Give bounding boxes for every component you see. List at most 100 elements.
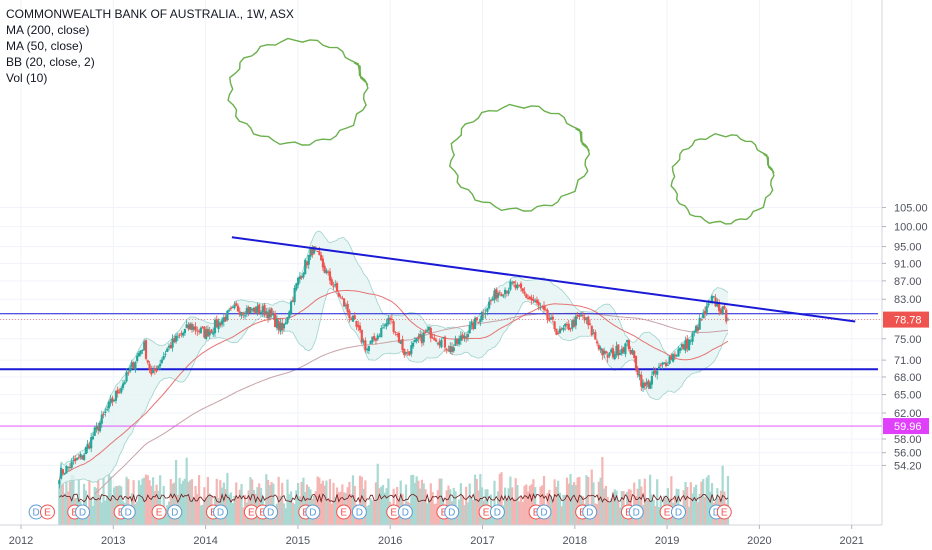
candle-body xyxy=(65,465,68,474)
event-badge-circle xyxy=(167,504,183,520)
candle-body xyxy=(544,309,547,311)
volume-bar xyxy=(206,477,210,525)
legend-study-ma200[interactable]: MA (200, close) xyxy=(6,23,90,37)
candle-body xyxy=(410,345,413,354)
candle-body xyxy=(604,351,608,354)
candle xyxy=(132,361,135,370)
price-axis[interactable]: 105.00 100.00 95.00 91.00 87.00 83.00 78.78 75.… xyxy=(881,0,932,550)
candle xyxy=(608,351,611,358)
candle-body xyxy=(643,382,646,387)
candle xyxy=(654,367,657,378)
volume-bar xyxy=(433,503,436,525)
candle-body xyxy=(258,304,261,314)
candle-body xyxy=(546,309,549,319)
candle-body xyxy=(390,318,393,320)
candle xyxy=(348,309,351,323)
candle-body xyxy=(127,372,130,374)
volume-bar xyxy=(726,476,730,525)
trendlines[interactable] xyxy=(231,236,856,323)
volume-bar xyxy=(318,477,321,525)
candle xyxy=(615,341,618,358)
horizontal-lines[interactable] xyxy=(0,313,882,427)
candle xyxy=(491,296,494,301)
candle-body xyxy=(146,360,149,363)
legend-study-bb[interactable]: BB (20, close, 2) xyxy=(6,55,95,69)
candle-body xyxy=(549,317,553,320)
candle xyxy=(197,328,201,335)
candle-body xyxy=(420,334,424,344)
volume-bar xyxy=(369,498,372,525)
candle-body xyxy=(419,334,422,338)
dividend-event-icon: D xyxy=(670,504,686,520)
legend-study-ma50[interactable]: MA (50, close) xyxy=(6,39,83,53)
volume-bar xyxy=(578,476,581,525)
candle-body xyxy=(557,333,560,335)
candle-body xyxy=(392,321,395,333)
candle-body xyxy=(151,369,155,373)
price-tick-label: 100.00 xyxy=(894,222,928,234)
legend-study-vol[interactable]: Vol (10) xyxy=(6,71,48,85)
volume-bar xyxy=(516,485,519,525)
candle xyxy=(450,342,454,355)
volume-bar xyxy=(150,485,153,525)
candle-body xyxy=(77,457,80,459)
candle xyxy=(594,329,597,340)
candle-body xyxy=(526,298,530,300)
candle-body xyxy=(590,325,593,335)
candle-body xyxy=(511,282,514,284)
candle xyxy=(343,298,346,307)
candle xyxy=(611,344,615,360)
candle xyxy=(698,314,701,330)
candle-body xyxy=(633,351,636,358)
event-badge-circle xyxy=(305,504,321,520)
candle xyxy=(500,292,503,297)
volume-bar xyxy=(266,479,270,525)
candle xyxy=(77,454,80,460)
candle-body xyxy=(74,458,77,462)
volume-bar xyxy=(72,475,75,525)
volume-bar xyxy=(174,459,178,525)
candle-body xyxy=(231,306,234,308)
candle-body xyxy=(330,279,333,286)
volume-bar xyxy=(604,485,608,525)
volume-bar xyxy=(562,494,565,525)
candle xyxy=(647,379,650,390)
candle-body xyxy=(194,326,197,331)
candle-body xyxy=(378,336,381,338)
candle-body xyxy=(213,319,217,334)
candle xyxy=(373,333,376,342)
volume-bar xyxy=(703,497,707,525)
volume-bar xyxy=(649,474,652,525)
volume-bar xyxy=(650,494,654,525)
candle xyxy=(535,296,539,305)
volume-bar xyxy=(95,487,98,525)
volume-bar xyxy=(590,469,593,525)
candle-body xyxy=(403,348,406,356)
candle-body xyxy=(328,271,332,281)
candle xyxy=(631,348,634,356)
event-markers[interactable]: DEEDEDEDEDEEDEDEDEDEDEDEDEDEDEDDE xyxy=(28,504,732,520)
candle xyxy=(466,330,470,342)
candle-body xyxy=(502,295,505,297)
candle xyxy=(236,303,240,312)
candle-body xyxy=(185,324,188,328)
candle xyxy=(590,325,593,337)
volume-bar xyxy=(68,481,72,525)
candle xyxy=(505,290,508,297)
candle xyxy=(516,282,519,291)
candle xyxy=(643,381,646,390)
chart-legend: COMMONWEALTH BANK OF AUSTRALIA., 1W, ASX… xyxy=(6,6,294,86)
candle-body xyxy=(496,292,500,298)
candle xyxy=(259,310,263,317)
time-axis[interactable]: 2012 2013 2014 2015 2016 2017 2018 2019 2020 2021 xyxy=(0,524,932,550)
volume-bar xyxy=(560,506,563,525)
candle xyxy=(194,322,197,335)
volume-bar xyxy=(197,475,201,525)
candle xyxy=(581,311,585,319)
annotations[interactable] xyxy=(227,37,775,225)
volume-bar xyxy=(585,475,588,525)
candle-body xyxy=(236,305,240,312)
candle xyxy=(275,315,279,331)
candle-body xyxy=(578,314,581,317)
